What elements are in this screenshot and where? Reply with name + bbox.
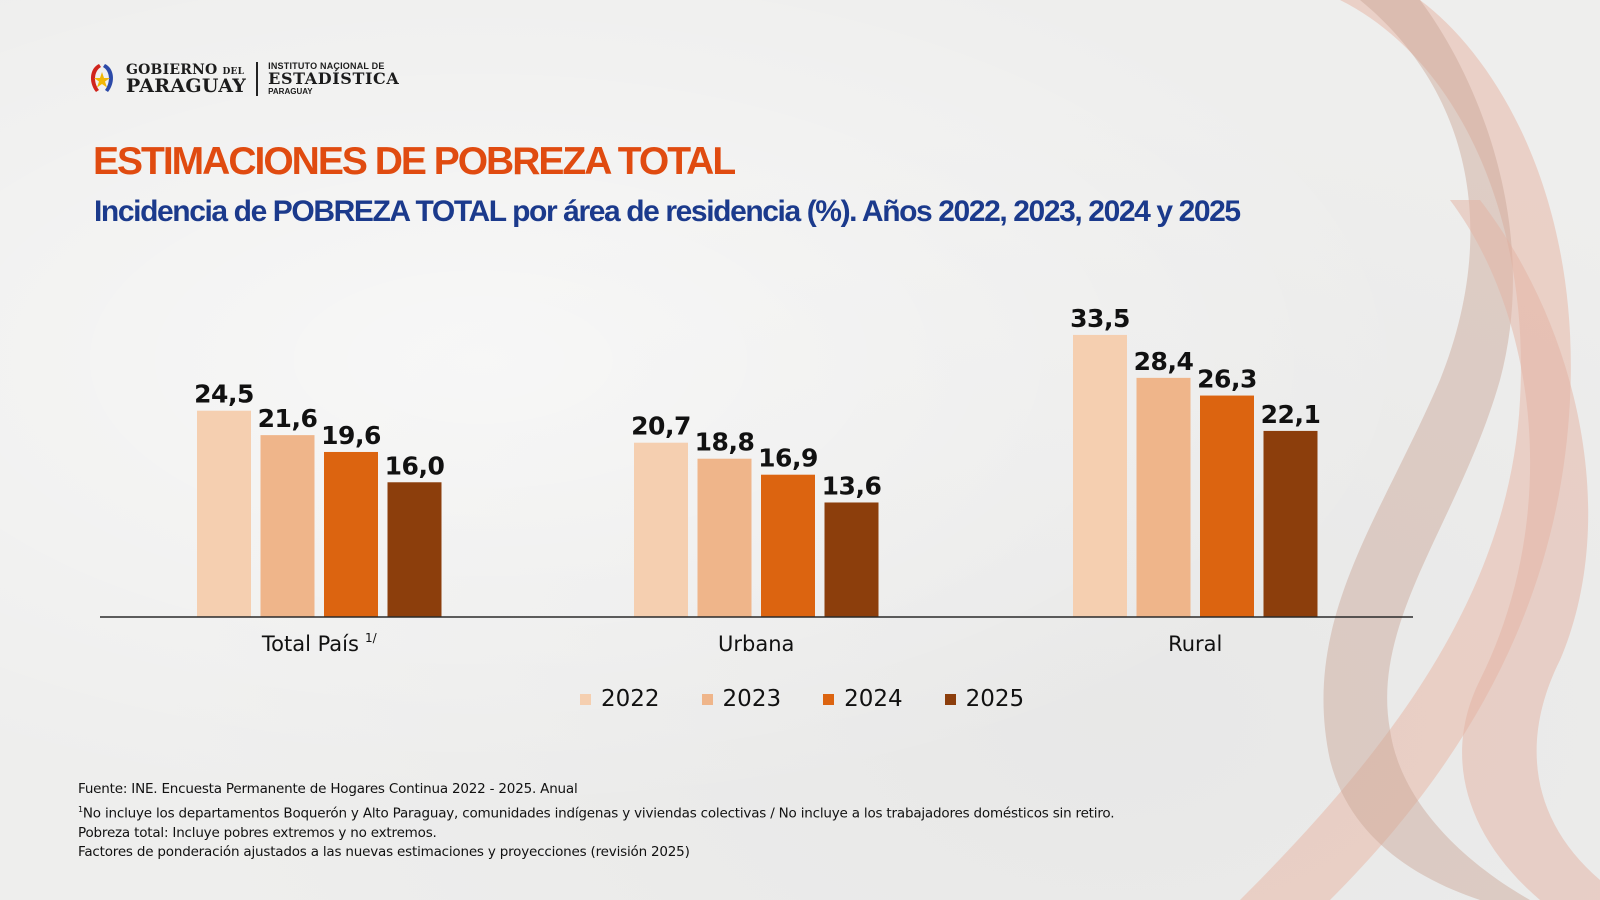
bar-urbana-2023 bbox=[697, 458, 752, 617]
bar-urbana-2024 bbox=[761, 474, 815, 617]
legend-item-2025: 2025 bbox=[944, 686, 1025, 712]
data-label: 24,5 bbox=[194, 380, 254, 409]
footnote-2: Pobreza total: Incluye pobres extremos y… bbox=[78, 824, 437, 841]
category-label: Urbana bbox=[718, 632, 794, 656]
legend-swatch bbox=[580, 693, 591, 705]
chart-subtitle: Incidencia de POBREZA TOTAL por área de … bbox=[94, 195, 1241, 228]
legend-item-2024: 2024 bbox=[823, 686, 903, 712]
paraguay-emblem-icon bbox=[90, 64, 114, 92]
legend-item-2022: 2022 bbox=[580, 686, 660, 712]
data-label: 18,8 bbox=[695, 428, 755, 457]
bar-total-pa-s-2025 bbox=[387, 482, 442, 617]
page-title: ESTIMACIONES DE POBREZA TOTAL bbox=[93, 140, 736, 183]
ine-line1: INSTITUTO NACIONAL DE bbox=[268, 60, 385, 71]
logo-header: GOBIERNO DEL PARAGUAY INSTITUTO NACIONAL… bbox=[86, 58, 399, 100]
gobierno-paraguay-wordmark: GOBIERNO DEL PARAGUAY bbox=[126, 63, 246, 96]
gov-line1: GOBIERNO bbox=[126, 61, 218, 78]
footnote-1-marker: 1 bbox=[78, 804, 83, 814]
bar-total-pa-s-2023 bbox=[260, 435, 315, 617]
logo-divider bbox=[256, 62, 259, 96]
gov-line1-small: DEL bbox=[222, 66, 245, 77]
category-labels: Total País 1/Urbana Rural bbox=[261, 631, 1223, 656]
ine-wordmark: INSTITUTO NACIONAL DE ESTADÍSTICA PARAGU… bbox=[268, 60, 400, 97]
ine-line3: PARAGUAY bbox=[268, 86, 313, 96]
footnote-1-text: No incluye los departamentos Boquerón y … bbox=[82, 805, 1115, 821]
legend-item-2023: 2023 bbox=[701, 686, 782, 712]
legend-label: 2023 bbox=[722, 686, 782, 712]
data-label: 33,5 bbox=[1070, 304, 1130, 333]
legend-label: 2024 bbox=[844, 686, 903, 712]
data-label: 20,7 bbox=[631, 412, 691, 441]
legend-swatch bbox=[823, 693, 835, 705]
legend-label: 2025 bbox=[965, 686, 1025, 712]
footnotes: Fuente: INE. Encuesta Permanente de Hoga… bbox=[78, 780, 1114, 863]
category-label: Total País 1/ bbox=[261, 631, 378, 656]
footnote-3: Factores de ponderación ajustados a las … bbox=[78, 844, 690, 860]
bar-rural-2022 bbox=[1073, 334, 1127, 617]
chart-legend: 2022 2023 2024 2025 bbox=[580, 686, 1066, 712]
data-label: 16,9 bbox=[758, 444, 818, 473]
bar-rural-2024 bbox=[1200, 395, 1254, 617]
gov-line2: PARAGUAY bbox=[126, 74, 247, 97]
legend-label: 2022 bbox=[601, 686, 660, 712]
data-label: 19,6 bbox=[321, 421, 381, 450]
data-label: 16,0 bbox=[385, 451, 445, 480]
bars-layer: 24,521,619,616,0 20,718,816,913,6 33,528,4… bbox=[194, 304, 1321, 617]
legend-swatch bbox=[701, 693, 713, 705]
footnote-source: Fuente: INE. Encuesta Permanente de Hoga… bbox=[78, 781, 578, 797]
footnote-1: 1No incluye los departamentos Boquerón y… bbox=[78, 800, 1114, 824]
bar-total-pa-s-2024 bbox=[324, 451, 378, 617]
bar-urbana-2025 bbox=[824, 502, 879, 617]
data-label: 21,6 bbox=[258, 404, 318, 433]
category-label: Rural bbox=[1168, 632, 1222, 656]
data-label: 13,6 bbox=[822, 471, 882, 500]
data-label: 22,1 bbox=[1261, 400, 1321, 429]
bar-rural-2025 bbox=[1263, 430, 1318, 617]
data-label: 26,3 bbox=[1197, 365, 1257, 394]
data-label: 28,4 bbox=[1134, 347, 1194, 376]
legend-swatch bbox=[944, 693, 956, 705]
bar-urbana-2022 bbox=[634, 442, 688, 617]
ribbon-band-right bbox=[1450, 200, 1600, 900]
bar-rural-2023 bbox=[1136, 377, 1191, 617]
ine-line2: ESTADÍSTICA bbox=[268, 69, 400, 89]
bar-total-pa-s-2022 bbox=[197, 410, 251, 617]
category-superscript: 1/ bbox=[365, 631, 378, 645]
